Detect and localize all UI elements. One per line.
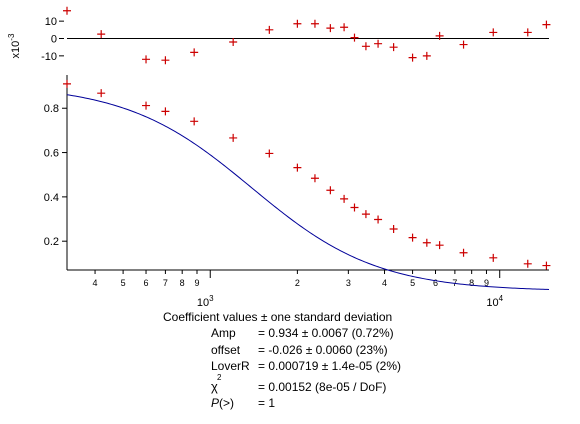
data-point xyxy=(459,248,468,257)
x-major-tick-exp: 3 xyxy=(209,294,214,303)
data-point xyxy=(97,89,106,98)
data-point xyxy=(350,203,359,212)
data-point xyxy=(340,194,349,203)
residual-point xyxy=(435,31,444,40)
residual-point xyxy=(542,20,551,29)
residual-point xyxy=(374,39,383,48)
x-major-tick-exp: 4 xyxy=(499,294,504,303)
data-point xyxy=(265,149,274,158)
x-minor-tick-label: 5 xyxy=(410,278,415,288)
main-y-tick-label: 0.4 xyxy=(44,192,59,204)
residual-point xyxy=(293,19,302,28)
residual-y-tick-label: -10 xyxy=(41,51,57,63)
residual-point xyxy=(142,55,151,64)
residual-point xyxy=(229,37,238,46)
x-minor-tick-label: 4 xyxy=(93,278,98,288)
residual-point xyxy=(489,28,498,37)
main-y-ticks: 0.2 0.4 0.6 0.8 xyxy=(44,103,67,248)
data-markers xyxy=(63,79,551,270)
x-major-tick-base: 10 xyxy=(197,297,209,309)
x-minor-tick-label: 4 xyxy=(382,278,387,288)
data-point xyxy=(542,261,551,270)
data-point xyxy=(435,241,444,250)
residual-multiplier: x10-3 xyxy=(7,33,22,58)
data-point xyxy=(523,259,532,268)
residual-point xyxy=(161,56,170,65)
residual-multiplier-base: x10 xyxy=(10,41,22,59)
data-point xyxy=(190,117,199,126)
residual-point xyxy=(389,43,398,52)
x-minor-tick-label: 6 xyxy=(144,278,149,288)
data-point xyxy=(374,215,383,224)
x-minor-tick-label: 8 xyxy=(469,278,474,288)
main-y-tick-label: 0.8 xyxy=(44,103,59,115)
x-minor-tick-label: 9 xyxy=(194,278,199,288)
residual-point xyxy=(310,19,319,28)
residual-multiplier-exp: -3 xyxy=(7,33,16,41)
data-point xyxy=(361,210,370,219)
x-major-tick-label: 103 xyxy=(197,294,214,309)
residual-point xyxy=(350,33,359,42)
residual-y-tick-label: 10 xyxy=(45,16,57,28)
residual-point xyxy=(97,30,106,39)
data-point xyxy=(389,225,398,234)
residual-point xyxy=(326,24,335,33)
main-y-tick-label: 0.2 xyxy=(44,236,59,248)
residual-markers xyxy=(63,6,551,65)
residual-point xyxy=(459,40,468,49)
x-major-tick-label: 104 xyxy=(486,294,503,309)
x-minor-tick-label: 3 xyxy=(346,278,351,288)
fit-curve xyxy=(66,94,550,290)
data-point xyxy=(310,174,319,183)
x-minor-tick-label: 2 xyxy=(295,278,300,288)
residual-point xyxy=(422,51,431,60)
residual-point xyxy=(408,53,417,62)
residual-point xyxy=(361,42,370,51)
residual-panel: -10 0 10 x10-3 xyxy=(7,6,551,65)
x-minor-tick-label: 7 xyxy=(163,278,168,288)
residual-y-tick-label: 0 xyxy=(51,34,57,46)
data-point xyxy=(408,233,417,242)
data-point xyxy=(422,238,431,247)
residual-y-ticks: -10 0 10 xyxy=(41,16,64,63)
data-point xyxy=(293,163,302,172)
data-point xyxy=(142,101,151,110)
x-minor-tick-label: 8 xyxy=(180,278,185,288)
data-point xyxy=(63,79,71,88)
residual-point xyxy=(340,23,349,32)
x-minor-tick-label: 5 xyxy=(121,278,126,288)
residual-point xyxy=(63,6,71,15)
data-point xyxy=(489,253,498,262)
x-minor-tick-label: 9 xyxy=(484,278,489,288)
residual-point xyxy=(265,25,274,34)
data-point xyxy=(161,107,170,116)
data-point xyxy=(229,133,238,142)
data-point xyxy=(326,186,335,195)
x-major-tick-base: 10 xyxy=(486,297,498,309)
residual-point xyxy=(523,28,532,37)
x-minor-tick-label: 6 xyxy=(433,278,438,288)
residual-point xyxy=(190,48,199,57)
main-y-tick-label: 0.6 xyxy=(44,148,59,160)
